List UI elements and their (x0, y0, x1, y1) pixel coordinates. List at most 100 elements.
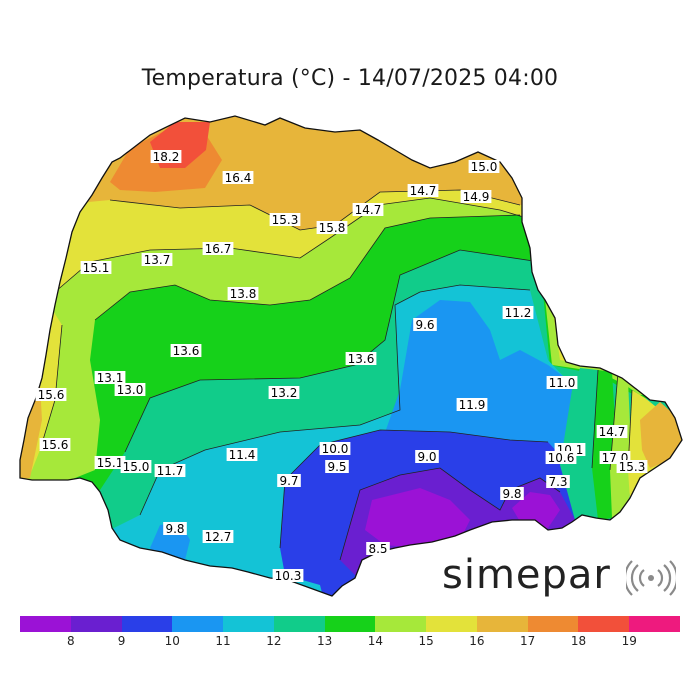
svg-text:16.4: 16.4 (225, 171, 252, 185)
legend-swatch (172, 616, 224, 632)
station-label: 14.7 (596, 425, 628, 439)
simepar-logo: simepar (442, 552, 611, 598)
legend-tick-label: 9 (117, 634, 126, 648)
svg-text:11.0: 11.0 (549, 376, 576, 390)
station-label: 14.7 (352, 203, 384, 217)
legend-swatch (527, 616, 579, 632)
station-label: 13.2 (268, 386, 300, 400)
station-label: 14.9 (460, 190, 492, 204)
svg-text:9.6: 9.6 (415, 318, 434, 332)
svg-text:13.8: 13.8 (230, 287, 257, 301)
station-labels: 18.2 16.4 15.3 15.8 14.7 14.7 15.0 14.9 16.7 13.7… (35, 150, 648, 583)
svg-text:9.5: 9.5 (327, 460, 346, 474)
svg-text:15.3: 15.3 (272, 213, 299, 227)
legend-tick-label: 11 (215, 634, 231, 648)
svg-text:10.3: 10.3 (275, 569, 302, 583)
legend-ticks: 8 9 10 11 12 13 14 15 16 17 18 19 (20, 634, 680, 654)
legend-swatch (578, 616, 630, 632)
legend-swatch (476, 616, 528, 632)
svg-text:11.4: 11.4 (229, 448, 256, 462)
station-label: 9.6 (413, 318, 437, 332)
svg-text:15.6: 15.6 (42, 438, 69, 452)
svg-text:15.0: 15.0 (123, 460, 150, 474)
svg-text:13.2: 13.2 (271, 386, 298, 400)
state-border (19, 115, 683, 597)
legend-swatch (70, 616, 122, 632)
svg-text:13.6: 13.6 (348, 352, 375, 366)
map-title: Temperatura (°C) - 14/07/2025 04:00 (141, 66, 559, 91)
legend-tick-label: 16 (469, 634, 485, 648)
signal-waves-icon (626, 560, 676, 596)
svg-text:7.3: 7.3 (548, 475, 567, 489)
station-label: 8.5 (366, 542, 390, 556)
svg-text:18.2: 18.2 (153, 150, 180, 164)
station-label: 10.0 (319, 442, 351, 456)
station-label: 15.8 (316, 221, 348, 235)
station-label: 13.1 (94, 371, 126, 385)
svg-text:8.5: 8.5 (368, 542, 387, 556)
station-label: 11.2 (502, 306, 534, 320)
legend-tick-label: 10 (164, 634, 180, 648)
svg-text:11.2: 11.2 (505, 306, 532, 320)
svg-text:15.6: 15.6 (38, 388, 65, 402)
legend-tick-label: 17 (520, 634, 536, 648)
station-label: 7.3 (546, 475, 570, 489)
station-label: 15.6 (35, 388, 67, 402)
svg-text:15.8: 15.8 (319, 221, 346, 235)
station-label: 9.7 (277, 474, 301, 488)
svg-text:9.0: 9.0 (417, 450, 436, 464)
legend-tick-label: 18 (570, 634, 587, 648)
legend-tick-label: 14 (367, 634, 384, 648)
svg-text:13.6: 13.6 (173, 344, 200, 358)
station-label: 11.4 (226, 448, 258, 462)
legend-swatch (426, 616, 477, 632)
station-label: 9.8 (500, 487, 524, 501)
svg-text:14.7: 14.7 (410, 184, 437, 198)
svg-text:15.1: 15.1 (83, 261, 110, 275)
station-label: 13.6 (345, 352, 377, 366)
station-label: 15.1 (94, 456, 126, 470)
svg-text:11.9: 11.9 (459, 398, 486, 412)
legend-tick-label: 13 (316, 634, 333, 648)
station-label: 11.7 (154, 464, 186, 478)
svg-text:13.0: 13.0 (117, 383, 144, 397)
station-label: 16.4 (222, 171, 254, 185)
legend-swatch (20, 616, 71, 632)
station-label: 13.6 (170, 344, 202, 358)
legend-swatch (273, 616, 325, 632)
legend-swatch (629, 616, 680, 632)
svg-text:11.7: 11.7 (157, 464, 184, 478)
station-label: 15.6 (39, 438, 71, 452)
station-label: 16.7 (202, 242, 234, 256)
svg-text:9.8: 9.8 (502, 487, 521, 501)
legend-tick-label: 15 (418, 634, 434, 648)
legend-tick-label: 12 (266, 634, 282, 648)
svg-text:14.7: 14.7 (599, 425, 626, 439)
station-label: 13.0 (114, 383, 146, 397)
legend-swatch (375, 616, 427, 632)
station-label: 18.2 (150, 150, 182, 164)
svg-text:15.1: 15.1 (97, 456, 124, 470)
station-label: 9.0 (415, 450, 439, 464)
svg-text:14.9: 14.9 (463, 190, 490, 204)
svg-text:13.7: 13.7 (144, 253, 171, 267)
station-label: 10.3 (272, 569, 304, 583)
color-legend (20, 616, 680, 632)
legend-swatch (324, 616, 376, 632)
svg-text:12.7: 12.7 (205, 530, 232, 544)
svg-text:14.7: 14.7 (355, 203, 382, 217)
station-label: 12.7 (202, 530, 234, 544)
svg-text:10.6: 10.6 (548, 451, 575, 465)
station-label: 11.0 (546, 376, 578, 390)
svg-text:9.7: 9.7 (279, 474, 298, 488)
station-label: 13.8 (227, 287, 259, 301)
station-label: 10.6 (545, 451, 577, 465)
svg-text:15.0: 15.0 (471, 160, 498, 174)
legend-swatch (121, 616, 173, 632)
station-label: 11.9 (456, 398, 488, 412)
station-label: 9.8 (163, 522, 187, 536)
station-label: 15.3 (269, 213, 301, 227)
legend-swatch (223, 616, 274, 632)
svg-text:9.8: 9.8 (165, 522, 184, 536)
